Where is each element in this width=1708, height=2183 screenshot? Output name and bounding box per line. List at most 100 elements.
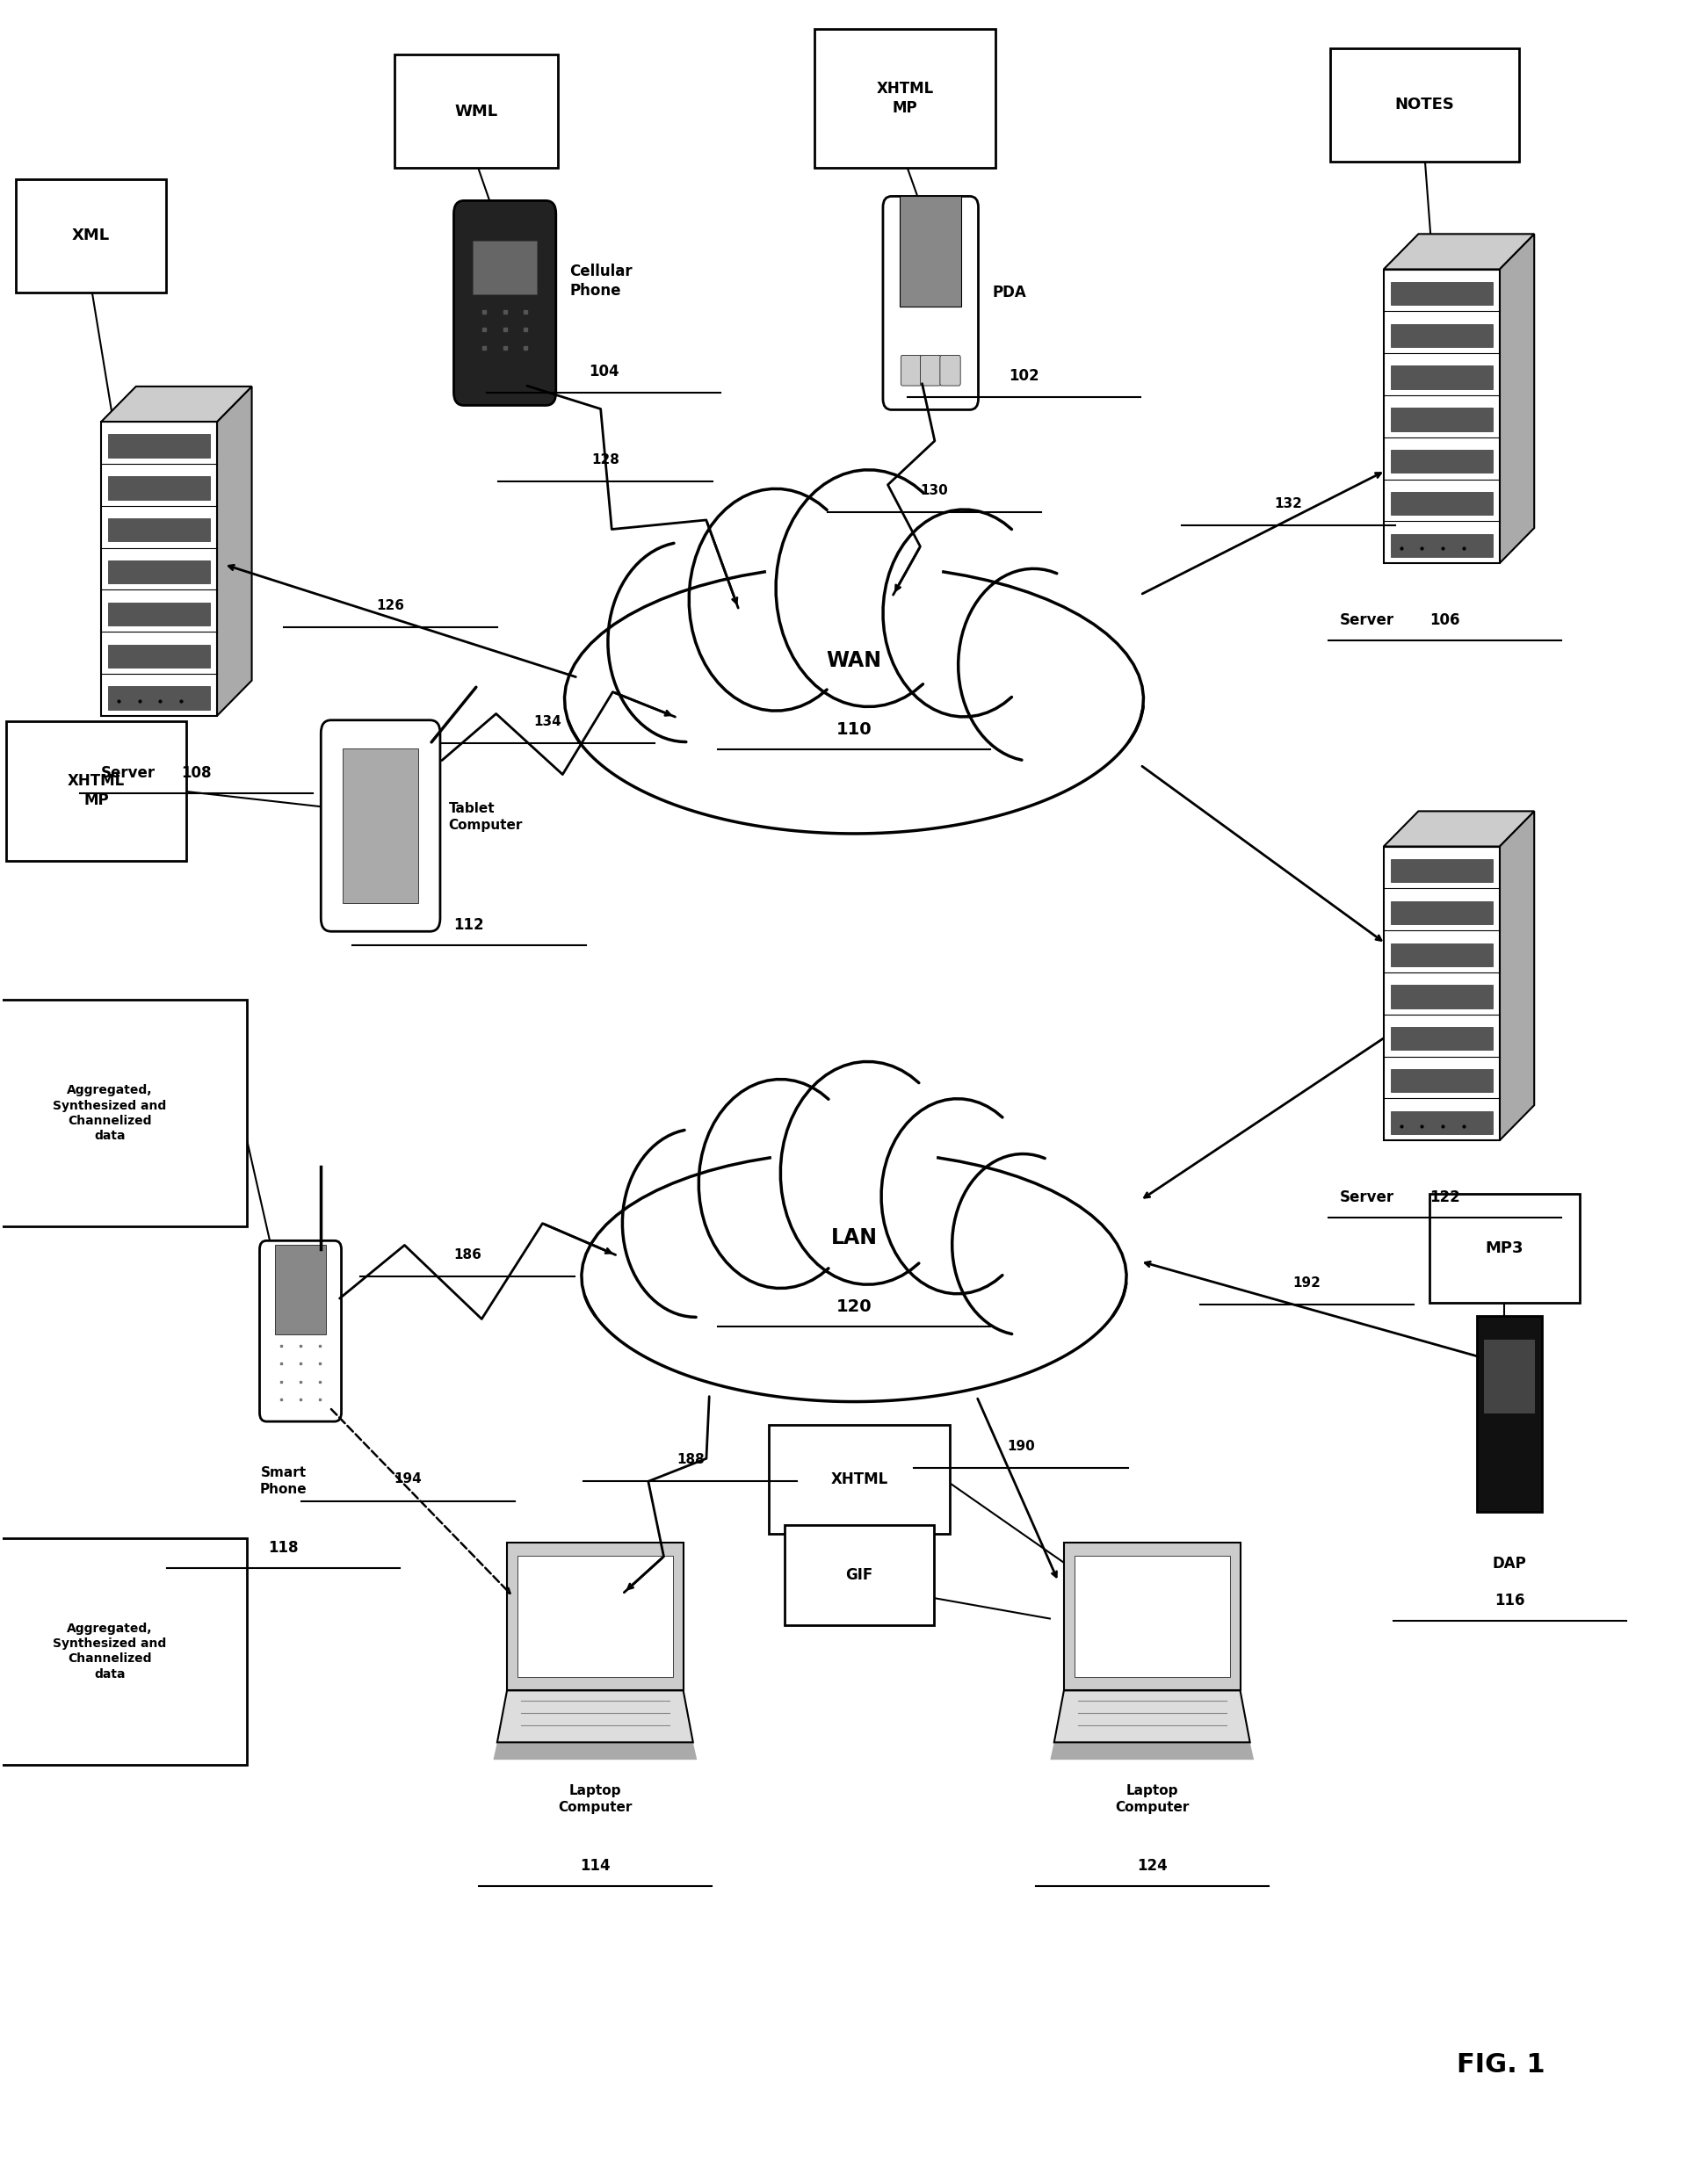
Polygon shape (1390, 1070, 1493, 1092)
Circle shape (699, 1078, 863, 1288)
Text: 192: 192 (1293, 1277, 1320, 1290)
Polygon shape (1390, 450, 1493, 474)
FancyBboxPatch shape (1331, 48, 1518, 162)
Polygon shape (1390, 1111, 1493, 1135)
Text: Aggregated,
Synthesized and
Channelized
data: Aggregated, Synthesized and Channelized … (53, 1622, 166, 1681)
Polygon shape (1477, 1316, 1542, 1513)
Text: Cellular
Phone: Cellular Phone (569, 264, 632, 299)
Ellipse shape (581, 1153, 1127, 1401)
FancyBboxPatch shape (321, 720, 441, 932)
Polygon shape (1050, 1742, 1254, 1759)
Polygon shape (518, 1556, 673, 1677)
Polygon shape (108, 603, 210, 627)
Text: PDA: PDA (992, 284, 1027, 299)
Text: 124: 124 (1138, 1858, 1167, 1873)
Polygon shape (1383, 234, 1534, 269)
Polygon shape (1390, 282, 1493, 306)
Polygon shape (1054, 1690, 1250, 1742)
Polygon shape (1500, 234, 1534, 563)
Polygon shape (108, 476, 210, 500)
Polygon shape (507, 1543, 683, 1690)
Polygon shape (108, 561, 210, 583)
Text: 104: 104 (589, 365, 618, 380)
Polygon shape (1390, 535, 1493, 557)
Polygon shape (1390, 902, 1493, 923)
Text: 132: 132 (1274, 498, 1301, 511)
Text: Server: Server (1339, 1190, 1394, 1205)
Polygon shape (1390, 491, 1493, 515)
Polygon shape (1383, 812, 1534, 847)
Text: XHTML: XHTML (830, 1471, 888, 1487)
Text: NOTES: NOTES (1395, 96, 1455, 114)
Text: XML: XML (72, 227, 109, 244)
FancyBboxPatch shape (395, 55, 557, 168)
Circle shape (608, 541, 763, 742)
Text: XHTML
MP: XHTML MP (67, 773, 125, 808)
Text: 110: 110 (837, 720, 871, 738)
FancyBboxPatch shape (900, 196, 962, 308)
Text: 130: 130 (921, 485, 948, 498)
Polygon shape (497, 1690, 693, 1742)
Polygon shape (1484, 1340, 1535, 1415)
FancyBboxPatch shape (900, 356, 921, 386)
Polygon shape (1390, 367, 1493, 389)
Text: Tablet
Computer: Tablet Computer (449, 803, 523, 832)
Text: 108: 108 (181, 764, 212, 782)
Text: 122: 122 (1430, 1190, 1460, 1205)
Text: Aggregated,
Synthesized and
Channelized
data: Aggregated, Synthesized and Channelized … (53, 1085, 166, 1142)
Polygon shape (1390, 860, 1493, 882)
Text: Laptop
Computer: Laptop Computer (559, 1784, 632, 1814)
Polygon shape (217, 386, 251, 716)
Text: 118: 118 (268, 1541, 299, 1556)
Text: 134: 134 (533, 714, 562, 727)
Polygon shape (343, 749, 418, 904)
Text: WML: WML (454, 103, 497, 120)
Ellipse shape (564, 565, 1144, 834)
Text: WAN: WAN (827, 651, 881, 670)
FancyBboxPatch shape (5, 720, 186, 860)
Text: 114: 114 (581, 1858, 610, 1873)
FancyBboxPatch shape (883, 196, 979, 410)
Polygon shape (1390, 943, 1493, 967)
FancyBboxPatch shape (0, 1000, 248, 1227)
Polygon shape (1390, 1026, 1493, 1050)
Polygon shape (101, 421, 217, 716)
Text: MP3: MP3 (1486, 1240, 1524, 1255)
Polygon shape (494, 1742, 697, 1759)
Text: Server: Server (101, 764, 155, 782)
Circle shape (951, 1155, 1093, 1336)
FancyBboxPatch shape (454, 201, 557, 406)
Text: 102: 102 (1009, 369, 1040, 384)
Circle shape (622, 1129, 770, 1316)
Polygon shape (1500, 812, 1534, 1140)
FancyBboxPatch shape (0, 1539, 248, 1764)
Text: 190: 190 (1008, 1441, 1035, 1454)
FancyBboxPatch shape (15, 179, 166, 293)
FancyBboxPatch shape (815, 28, 996, 168)
Text: 188: 188 (676, 1454, 704, 1467)
Polygon shape (108, 644, 210, 668)
FancyBboxPatch shape (260, 1240, 342, 1421)
Polygon shape (1390, 408, 1493, 430)
Circle shape (883, 509, 1045, 716)
Circle shape (775, 469, 962, 707)
FancyBboxPatch shape (769, 1425, 950, 1535)
Circle shape (958, 568, 1108, 762)
Text: 112: 112 (454, 917, 485, 932)
Polygon shape (1383, 269, 1500, 563)
Text: 194: 194 (395, 1474, 422, 1487)
Polygon shape (1064, 1543, 1240, 1690)
Polygon shape (1383, 847, 1500, 1140)
Polygon shape (108, 434, 210, 458)
Text: Laptop
Computer: Laptop Computer (1115, 1784, 1189, 1814)
Text: 126: 126 (377, 600, 405, 613)
Text: XHTML
MP: XHTML MP (876, 81, 934, 116)
Circle shape (781, 1061, 955, 1284)
Text: 128: 128 (591, 454, 620, 467)
Polygon shape (1074, 1556, 1230, 1677)
FancyBboxPatch shape (1430, 1194, 1580, 1303)
Text: 116: 116 (1494, 1591, 1525, 1609)
Polygon shape (1390, 323, 1493, 347)
Text: DAP: DAP (1493, 1556, 1527, 1572)
Text: Smart
Phone: Smart Phone (260, 1467, 307, 1495)
